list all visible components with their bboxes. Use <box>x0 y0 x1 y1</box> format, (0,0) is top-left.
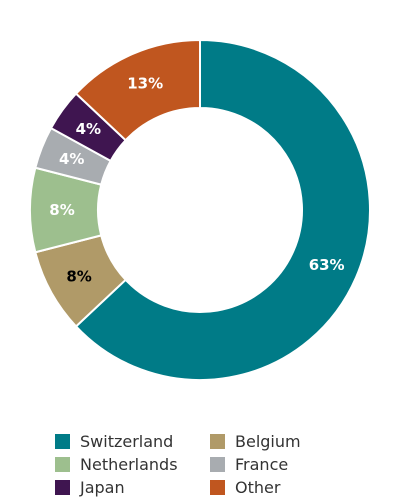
legend-item-switzerland: Switzerland <box>55 430 210 452</box>
legend-item-belgium: Belgium <box>210 430 350 452</box>
slice-other <box>74 38 201 142</box>
legend-item-france: France <box>210 453 350 475</box>
legend-label: Other <box>235 477 281 497</box>
data-label-netherlands: 8% <box>49 201 74 219</box>
slice-switzerland <box>74 38 371 381</box>
data-label-other: 13% <box>127 74 163 92</box>
legend-item-netherlands: Netherlands <box>55 453 210 475</box>
donut-chart: 63% 8% 8% 4% 4% 13% <box>29 38 371 381</box>
legend-label: Switzerland <box>80 431 174 451</box>
data-label-france: 4% <box>59 150 84 168</box>
legend-label: Netherlands <box>80 454 178 474</box>
data-label-belgium: 8% <box>66 267 91 285</box>
legend-label: Belgium <box>235 431 301 451</box>
legend-item-japan: Japan <box>55 476 210 498</box>
legend-swatch <box>55 479 70 495</box>
data-label-japan: 4% <box>76 120 101 138</box>
legend-item-other: Other <box>210 476 350 498</box>
legend-swatch <box>55 456 70 472</box>
legend-swatch <box>55 433 70 449</box>
legend-label: France <box>235 454 289 474</box>
legend-swatch <box>210 479 225 495</box>
legend-swatch <box>210 433 225 449</box>
data-label-switzerland: 63% <box>309 256 345 274</box>
chart-legend: Switzerland Belgium Netherlands France Japan… <box>55 430 355 498</box>
legend-label: Japan <box>80 477 125 497</box>
legend-swatch <box>210 456 225 472</box>
